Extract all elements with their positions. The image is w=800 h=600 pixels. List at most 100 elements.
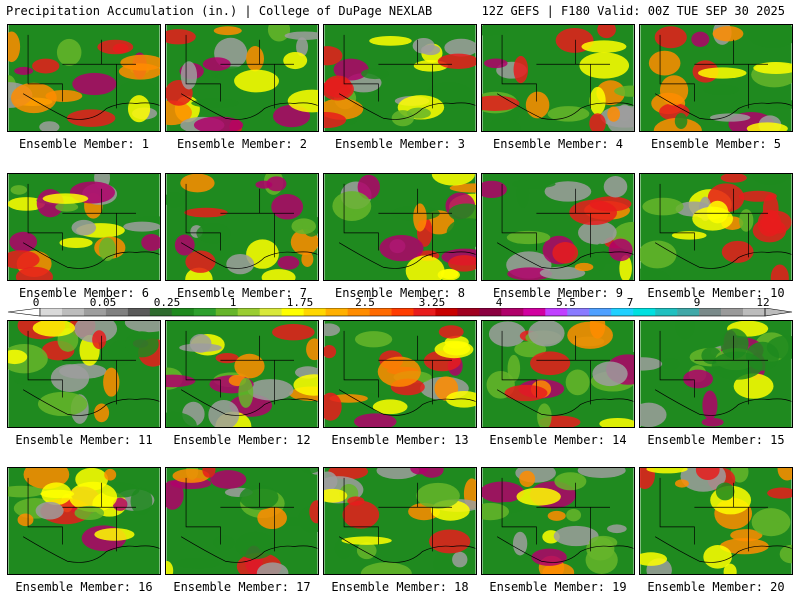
colorbar-swatch	[633, 308, 656, 316]
precip-blob	[603, 176, 628, 198]
precip-blob	[166, 191, 185, 208]
precip-blob	[185, 250, 216, 273]
precip-blob	[619, 255, 632, 280]
state-borders	[180, 183, 318, 269]
precip-blob	[675, 321, 695, 340]
precip-blob	[347, 496, 365, 506]
precip-blob	[247, 379, 294, 401]
ensemble-member-label: Ensemble Member: 3	[334, 137, 466, 151]
ensemble-member-label: Ensemble Member: 13	[331, 433, 469, 447]
precip-blob	[357, 174, 380, 200]
precip-blob	[552, 242, 579, 264]
precip-blob	[706, 200, 729, 224]
precip-blob	[284, 31, 318, 40]
precip-blob	[711, 351, 763, 380]
colorbar-swatch	[61, 308, 85, 316]
state-borders	[496, 330, 634, 416]
ensemble-member-label: Ensemble Member: 11	[15, 433, 153, 447]
precip-blob	[739, 209, 754, 232]
colorbar-tick-label: 0	[32, 296, 40, 309]
ensemble-member-label: Ensemble Member: 6	[18, 286, 150, 300]
precip-map	[639, 467, 793, 575]
precip-blob	[614, 85, 634, 97]
precip-blob	[683, 369, 713, 389]
precip-blob	[597, 25, 616, 39]
precip-blob	[433, 550, 450, 574]
colorbar-left-arrow	[7, 308, 41, 317]
precip-map	[481, 173, 635, 281]
precip-blob	[751, 508, 791, 537]
colorbar-swatch	[699, 308, 722, 316]
precip-map	[165, 320, 319, 428]
ensemble-panel: Ensemble Member: 12	[165, 320, 319, 448]
precip-map	[639, 24, 793, 132]
precip-blob	[377, 356, 421, 387]
ensemble-panel: Ensemble Member: 19	[481, 467, 635, 595]
precip-blob	[354, 331, 393, 348]
ensemble-panel: Ensemble Member: 17	[165, 467, 319, 595]
precip-blob	[421, 44, 441, 56]
precip-blob	[539, 266, 586, 280]
ensemble-panel: Ensemble Member: 6	[7, 173, 161, 301]
precip-blob	[69, 481, 118, 512]
precip-blob	[324, 46, 343, 66]
ensemble-panel: Ensemble Member: 13	[323, 320, 477, 448]
precip-blob	[579, 52, 630, 79]
ensemble-panel: Ensemble Member: 11	[7, 320, 161, 448]
colorbar-swatch	[149, 308, 173, 316]
colorbar-swatch	[677, 308, 700, 316]
ensemble-member-label: Ensemble Member: 14	[489, 433, 627, 447]
precip-blob	[332, 191, 372, 222]
precip-blob	[553, 525, 599, 547]
precip-blob	[671, 231, 707, 240]
precip-blob	[720, 328, 749, 359]
precip-blob	[8, 250, 40, 270]
precip-blob	[166, 411, 197, 427]
precip-blob	[779, 544, 792, 564]
precip-blob	[341, 536, 392, 545]
precip-blob	[324, 75, 353, 98]
colorbar-swatch	[215, 308, 239, 316]
colorbar-strip	[7, 308, 793, 317]
colorbar-tick-label: 12	[756, 296, 770, 309]
colorbar-tick-label: 5.5	[556, 296, 576, 309]
ensemble-panel: Ensemble Member: 7	[165, 173, 319, 301]
state-borders	[180, 477, 318, 563]
precip-blob	[94, 528, 135, 541]
colorbar-swatch	[413, 308, 436, 316]
precip-blob	[166, 561, 174, 574]
precip-blob	[581, 40, 627, 53]
colorbar-swatch	[259, 308, 282, 316]
precip-blob	[10, 82, 57, 114]
precip-blob	[482, 180, 507, 199]
precip-blob	[721, 240, 754, 263]
precip-blob	[674, 113, 688, 129]
precip-blob	[238, 377, 254, 408]
precip-map	[165, 173, 319, 281]
precip-blob	[777, 468, 792, 481]
precip-blob	[215, 352, 239, 364]
state-borders	[654, 183, 792, 269]
ensemble-panel: Ensemble Member: 15	[639, 320, 793, 448]
precip-blob	[592, 361, 628, 387]
precip-blob	[37, 391, 88, 417]
state-borders	[22, 183, 160, 269]
precip-map	[7, 320, 161, 428]
precip-blob	[271, 194, 304, 220]
precip-blob	[514, 341, 547, 358]
precip-blob	[261, 269, 296, 280]
ensemble-member-label: Ensemble Member: 9	[492, 286, 624, 300]
precip-blob	[511, 179, 556, 189]
ensemble-panel: Ensemble Member: 3	[323, 24, 477, 152]
precip-blob	[482, 95, 520, 111]
precip-blob	[406, 107, 431, 119]
state-borders	[654, 34, 792, 120]
precip-blob	[123, 221, 160, 232]
precip-blob	[283, 51, 308, 70]
precip-blob	[648, 50, 681, 76]
precip-blob	[703, 84, 739, 95]
colorbar-swatch	[501, 308, 524, 316]
precip-blob	[720, 538, 769, 555]
colorbar: 0 0.05 0.25 1 1.75 2.5 3.25 4 5.5 7 9 12	[0, 296, 800, 320]
precip-map	[323, 173, 477, 281]
